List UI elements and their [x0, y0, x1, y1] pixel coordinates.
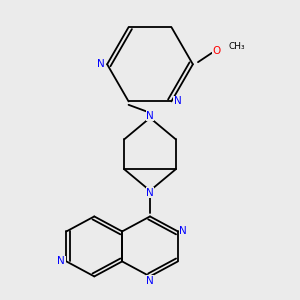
Text: N: N: [179, 226, 187, 236]
Text: N: N: [97, 59, 105, 69]
Text: N: N: [57, 256, 65, 266]
Text: N: N: [146, 276, 154, 286]
Text: O: O: [212, 46, 220, 56]
Text: N: N: [146, 111, 154, 121]
Text: N: N: [174, 96, 182, 106]
Text: N: N: [146, 188, 154, 198]
Text: CH₃: CH₃: [229, 42, 245, 51]
